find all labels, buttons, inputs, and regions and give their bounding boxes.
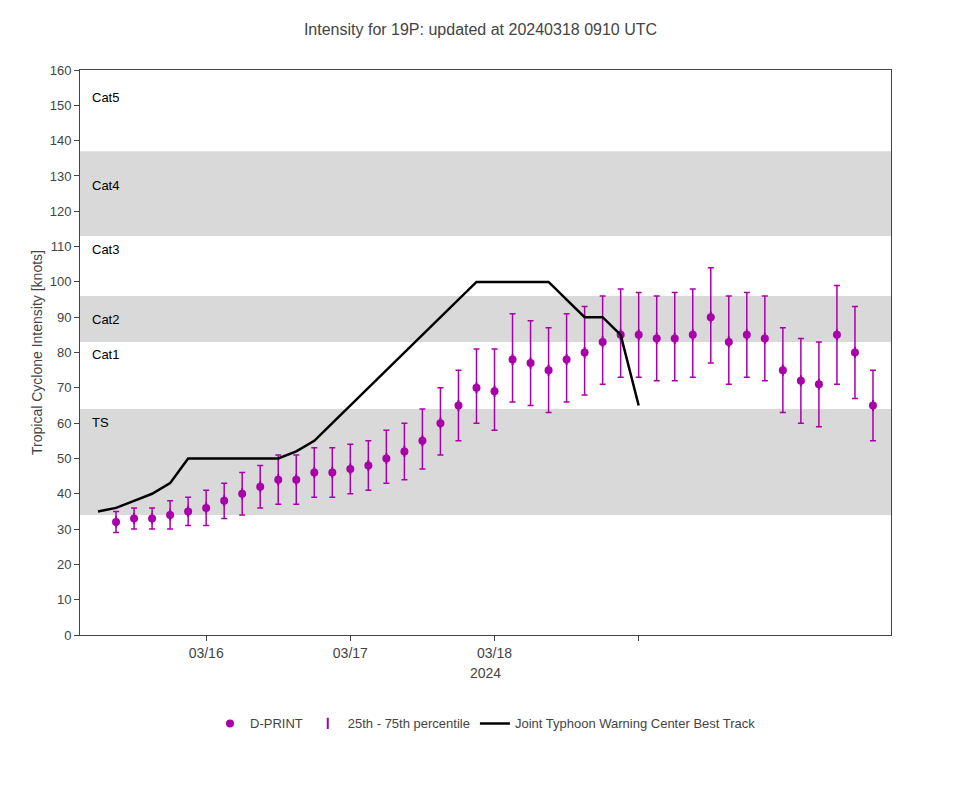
svg-text:120: 120 — [50, 204, 72, 219]
svg-text:130: 130 — [50, 168, 72, 183]
svg-text:D-PRINT: D-PRINT — [250, 716, 303, 731]
svg-text:30: 30 — [57, 522, 71, 537]
svg-text:03/18: 03/18 — [477, 645, 512, 661]
svg-text:25th - 75th percentile: 25th - 75th percentile — [348, 716, 470, 731]
svg-text:2024: 2024 — [470, 665, 501, 681]
svg-text:Cat2: Cat2 — [92, 312, 119, 327]
svg-text:90: 90 — [57, 310, 71, 325]
svg-text:50: 50 — [57, 451, 71, 466]
svg-text:80: 80 — [57, 345, 71, 360]
svg-text:10: 10 — [57, 592, 71, 607]
svg-text:Cat1: Cat1 — [92, 347, 119, 362]
svg-text:60: 60 — [57, 416, 71, 431]
svg-text:03/17: 03/17 — [333, 645, 368, 661]
svg-text:100: 100 — [50, 274, 72, 289]
svg-text:Tropical Cyclone Intensity [kn: Tropical Cyclone Intensity [knots] — [29, 250, 45, 455]
svg-text:03/16: 03/16 — [189, 645, 224, 661]
svg-text:TS: TS — [92, 415, 109, 430]
svg-text:40: 40 — [57, 486, 71, 501]
svg-text:Cat5: Cat5 — [92, 90, 119, 105]
svg-text:150: 150 — [50, 98, 72, 113]
svg-text:70: 70 — [57, 380, 71, 395]
svg-text:140: 140 — [50, 133, 72, 148]
svg-text:Intensity for 19P: updated at: Intensity for 19P: updated at 20240318 0… — [304, 21, 657, 38]
svg-text:110: 110 — [51, 239, 72, 254]
svg-text:20: 20 — [57, 557, 71, 572]
svg-text:Cat3: Cat3 — [92, 242, 119, 257]
svg-text:Joint Typhoon Warning Center B: Joint Typhoon Warning Center Best Track — [515, 716, 755, 731]
svg-text:160: 160 — [50, 63, 72, 78]
svg-text:0: 0 — [64, 628, 71, 643]
svg-text:Cat4: Cat4 — [92, 178, 119, 193]
